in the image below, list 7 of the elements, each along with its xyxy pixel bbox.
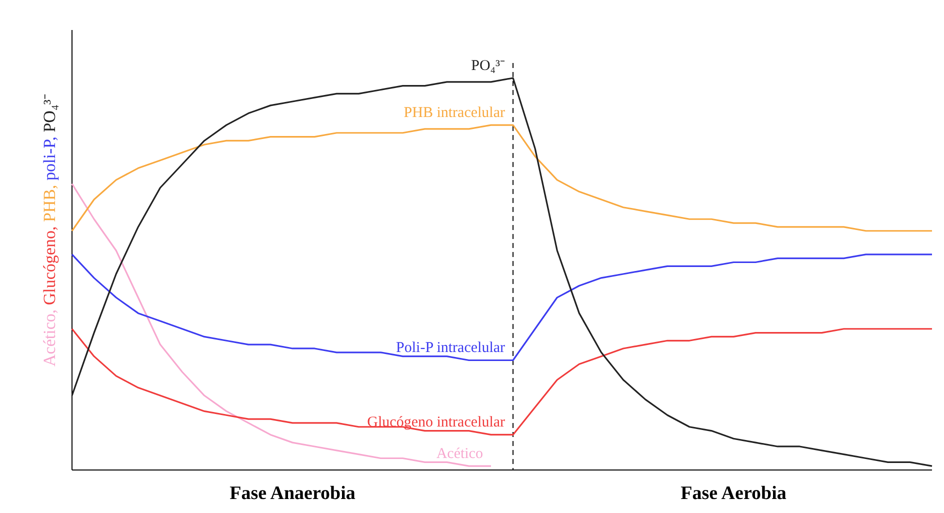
- series-label: PO₄³⁻: [471, 58, 506, 74]
- series-label: Acético: [436, 446, 483, 462]
- series-label: Poli-P intracelular: [396, 340, 506, 356]
- x-tick-label: Fase Anaerobia: [230, 483, 356, 504]
- series-label: PHB intracelular: [404, 105, 506, 122]
- x-tick-label: Fase Aerobia: [680, 483, 787, 504]
- text: Acético, Glucógeno, PHB, poli-P, PO₄³⁻: [40, 94, 59, 366]
